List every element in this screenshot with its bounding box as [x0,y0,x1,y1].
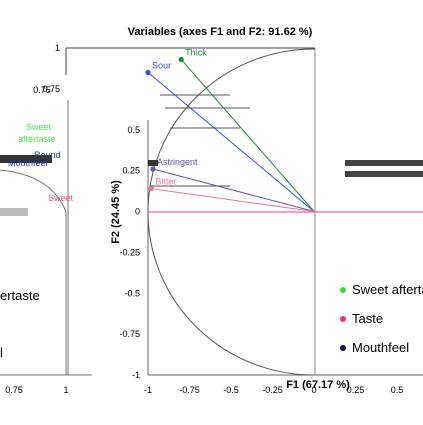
vector-line [151,188,315,212]
left-panel: 0.75 0.75 1 Sweet aftertaste Mouthfeel R… [0,85,92,395]
render-artifacts [148,94,423,187]
legend-marker [340,316,346,322]
variable-label: Astringent [157,157,198,167]
chart-title: Variables (axes F1 and F2: 91.62 %) [128,26,313,38]
variable-label: Sour [152,61,171,71]
variable-point [178,56,184,63]
left-label-mouthfeel: Mouthfeel [8,158,48,168]
left-legend-fragment-1: ertaste [0,288,40,303]
x-tick-label: -0.75 [179,385,200,395]
legend-label: Taste [352,311,383,326]
x-axis-title: F1 (67.17 %) [286,379,350,391]
left-xtick-0.75: 0.75 [5,385,23,395]
variable-label: Bitter [155,177,176,187]
y-tick-label: -0.5 [124,288,140,298]
x-tick-label: -0.5 [223,385,239,395]
y-tick-label: -1 [132,370,140,380]
legend-label: Sweet aftertaste [352,282,423,297]
y-tick-label: -0.25 [119,247,140,257]
x-tick-label: 0.25 [347,385,365,395]
left-label-sweet: Sweet [26,122,52,132]
y-tick-label: 0.25 [122,166,140,176]
y-tick-label: 0.75 [42,84,60,94]
y-tick-label: -0.75 [119,329,140,339]
left-label-round: Round [34,150,61,160]
legend-marker [340,345,346,351]
left-label-sweet-taste: Sweet [48,193,74,203]
vector-line [152,168,315,212]
y-tick-label: 0 [135,207,140,217]
x-tick-label: 0.5 [391,385,404,395]
left-ytick-0.75: 0.75 [33,85,51,95]
correlation-circle-upper [147,48,316,213]
x-tick-label: -1 [144,385,152,395]
vector-line [180,59,315,212]
legend-marker [340,287,346,293]
variable-point [148,186,154,192]
left-label-aftertaste: aftertaste [18,134,56,144]
vector-line [147,72,315,212]
variable-label: Thick [185,47,207,57]
variable-point [150,166,156,172]
legend: Sweet aftertaste Taste Mouthfeel [340,282,423,355]
left-xtick-1: 1 [63,385,68,395]
legend-label: Mouthfeel [352,340,409,355]
variable-point [145,69,151,76]
correlation-circle-lower [147,211,316,376]
y-axis-title: F2 (24.45 %) [110,180,122,244]
y-tick-label: 0.5 [127,125,140,135]
y-tick-label: 1 [55,43,60,53]
x-tick-label: 0 [311,385,316,395]
x-tick-label: -0.25 [262,385,283,395]
left-legend-fragment-2: l [0,345,3,360]
